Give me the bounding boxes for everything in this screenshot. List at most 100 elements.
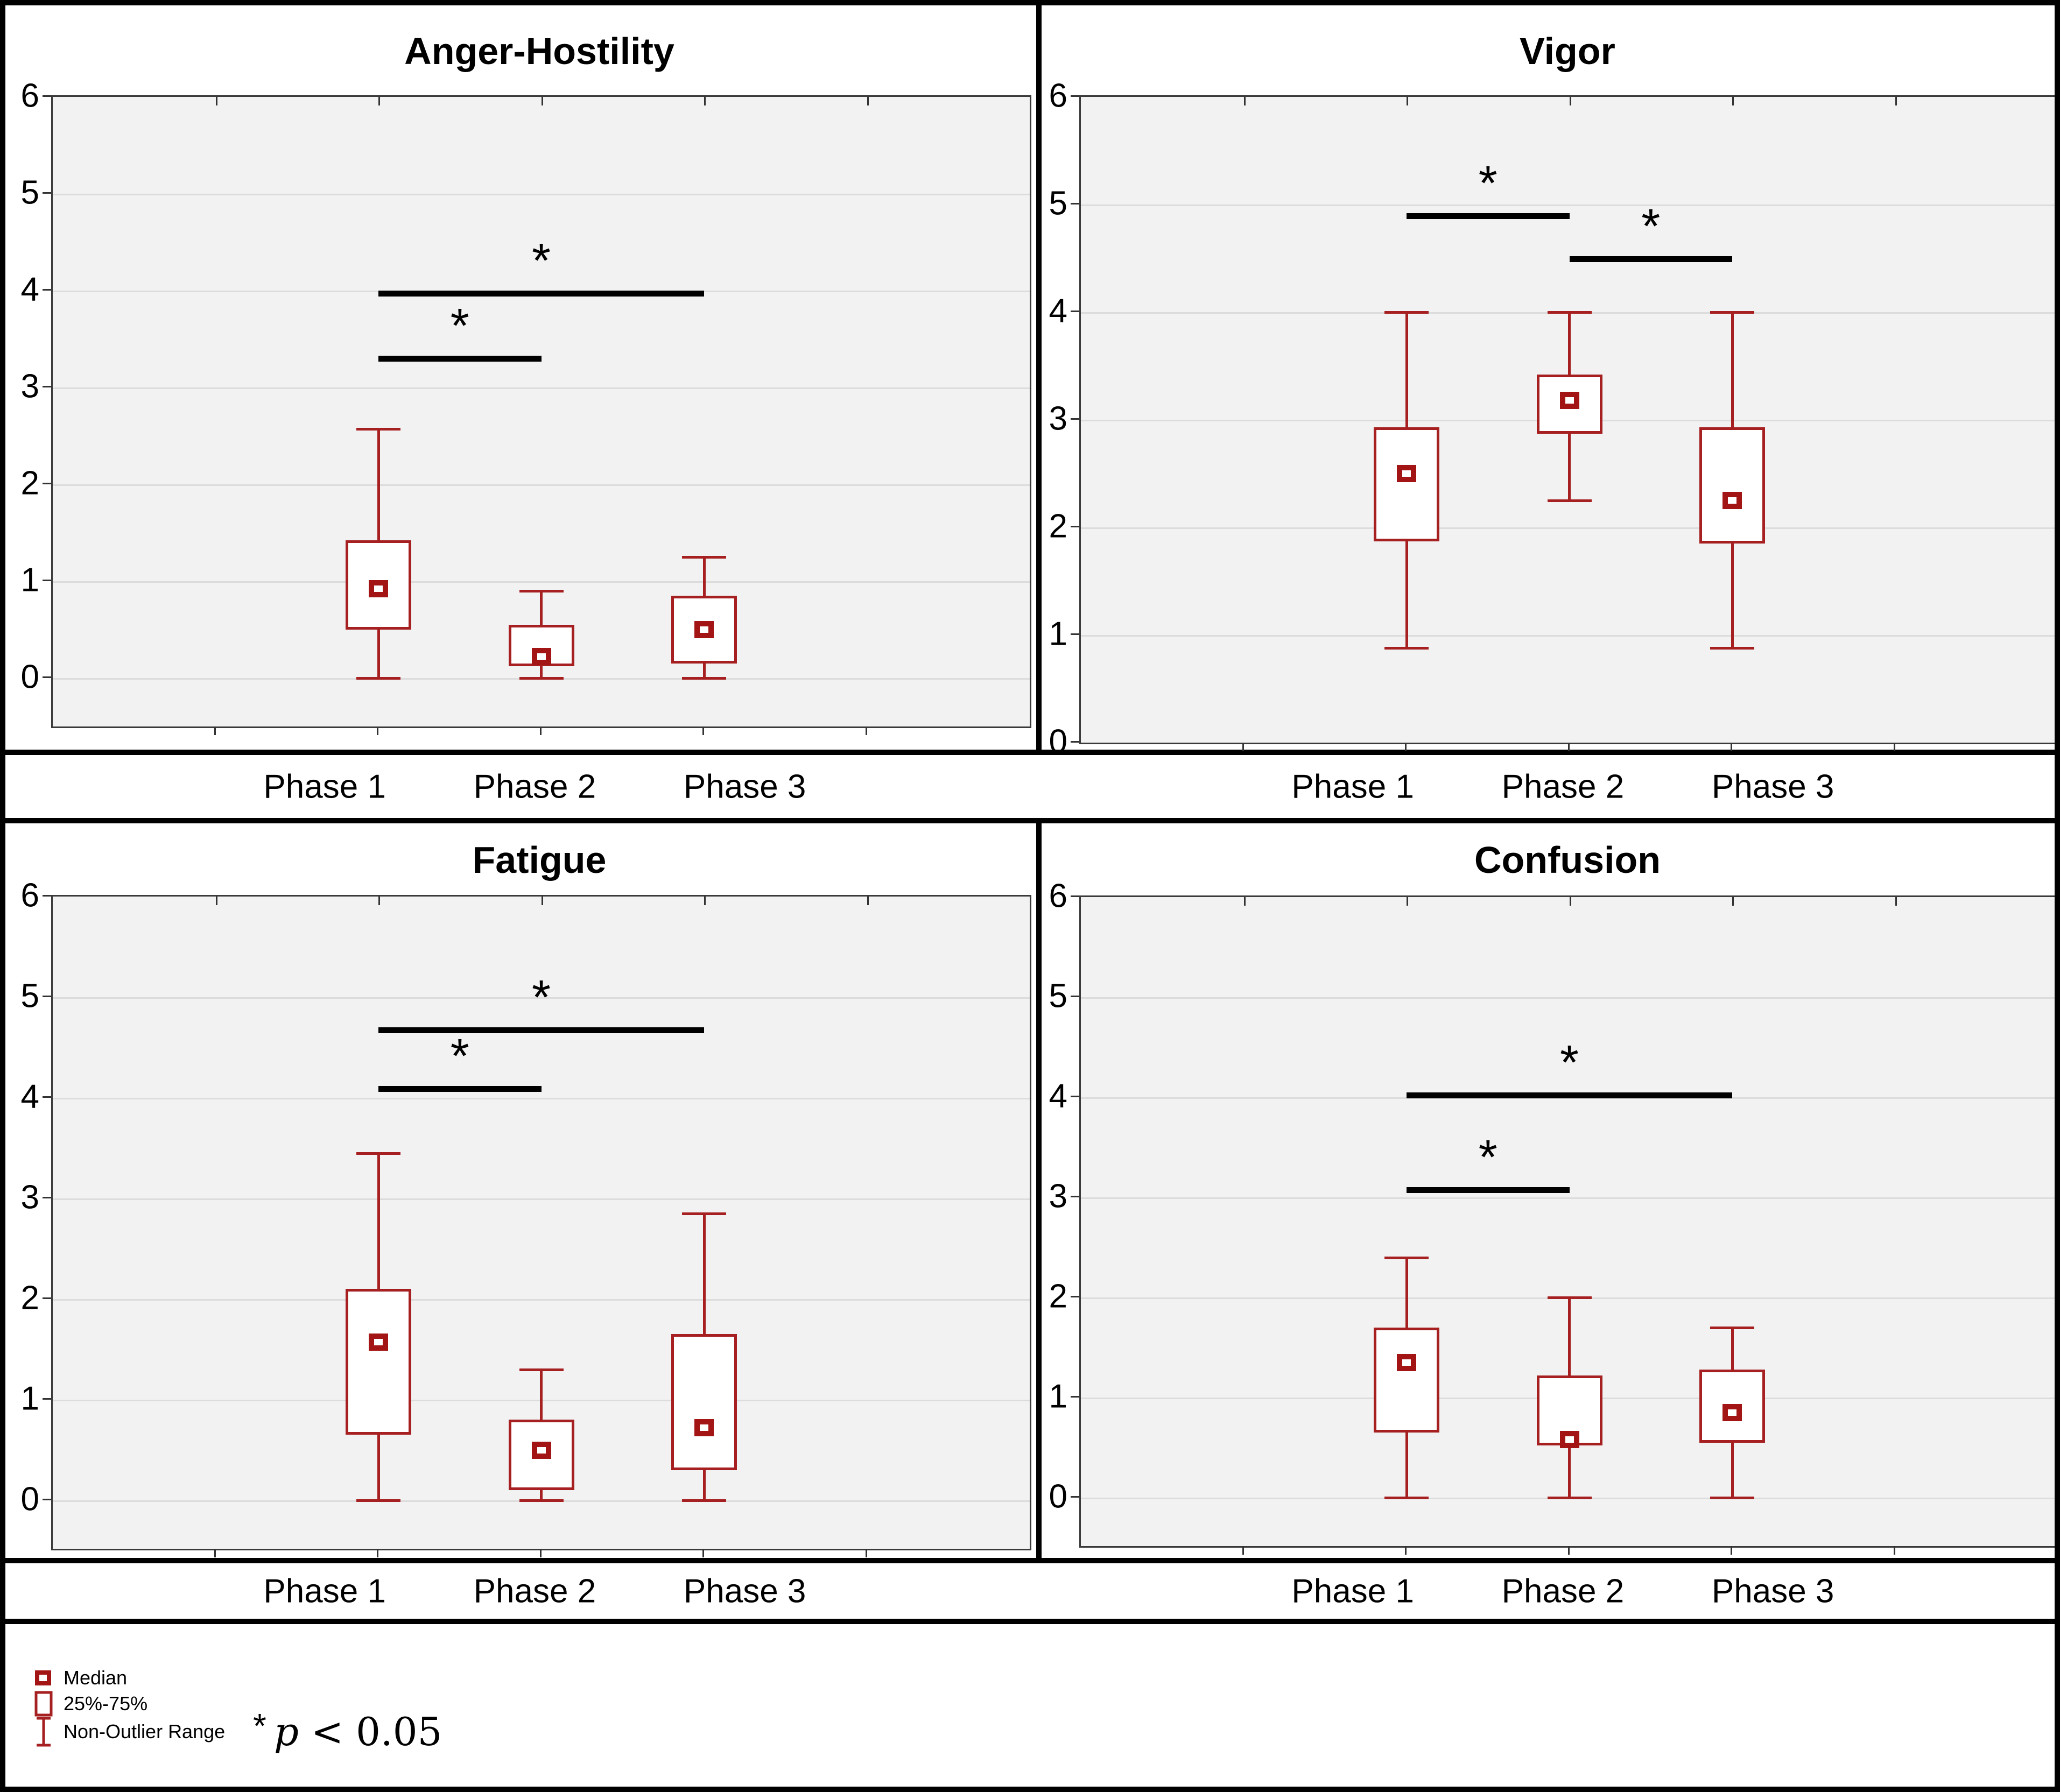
median-marker bbox=[1397, 465, 1416, 482]
gridline bbox=[1081, 635, 2055, 637]
y-axis-tick bbox=[1071, 633, 1079, 635]
whisker-range-icon bbox=[37, 1717, 51, 1747]
y-tick-label: 2 bbox=[1049, 507, 1067, 545]
median-marker bbox=[694, 621, 714, 638]
phase-label-bottom-left-2: Phase 2 bbox=[473, 1572, 596, 1610]
x-axis-tick-top bbox=[867, 97, 869, 105]
x-axis-tick-bottom bbox=[1893, 1546, 1895, 1555]
y-tick-label: 3 bbox=[20, 368, 39, 405]
phase-label-bottom-right-2: Phase 2 bbox=[1501, 1572, 1625, 1610]
x-axis-tick-bottom bbox=[1731, 743, 1732, 751]
y-tick-label: 0 bbox=[1049, 1478, 1067, 1515]
significance-bar bbox=[1569, 256, 1732, 262]
x-axis-tick-bottom bbox=[1405, 1546, 1407, 1555]
whisker-cap-bottom bbox=[1384, 647, 1429, 650]
significance-star: * bbox=[531, 971, 551, 1025]
iqr-box bbox=[1699, 427, 1765, 544]
x-axis-tick-top bbox=[704, 897, 706, 905]
x-axis-tick-top bbox=[1732, 897, 1734, 906]
x-axis-tick-top bbox=[215, 97, 217, 105]
significance-star: * bbox=[531, 234, 551, 288]
y-axis-tick bbox=[1071, 1296, 1079, 1297]
legend-label-non-outlier-range: Non-Outlier Range bbox=[64, 1720, 226, 1742]
y-tick-label: 4 bbox=[1049, 1077, 1067, 1115]
x-axis-tick-top bbox=[215, 897, 217, 905]
x-axis-tick-bottom bbox=[1893, 743, 1895, 751]
x-axis-tick-top bbox=[378, 897, 380, 905]
y-axis-tick bbox=[43, 289, 51, 291]
whisker-cap-bottom bbox=[1384, 1497, 1429, 1499]
plot-area-anger-hostility: * * bbox=[51, 95, 1031, 728]
legend: Median 25%-75% Non-Outlier Range * p < 0.… bbox=[27, 1641, 781, 1776]
median-marker bbox=[1559, 392, 1579, 409]
phase-label-top-right-2: Phase 2 bbox=[1501, 768, 1625, 806]
y-axis-tick bbox=[43, 1398, 51, 1400]
x-axis-tick-bottom bbox=[702, 1549, 704, 1557]
whisker-cap-bottom bbox=[1547, 1497, 1592, 1499]
iqr-box-icon bbox=[34, 1691, 53, 1717]
significance-note-threshold: < 0.05 bbox=[311, 1709, 442, 1754]
plot-area-vigor: * * bbox=[1079, 95, 2055, 744]
y-axis-tick bbox=[43, 895, 51, 897]
significance-star: * bbox=[450, 1029, 469, 1083]
top-label-band-top-border bbox=[5, 750, 2055, 755]
phase-label-bottom-left-1: Phase 1 bbox=[263, 1572, 386, 1610]
y-axis-tick bbox=[1071, 741, 1079, 743]
whisker-cap-top bbox=[682, 556, 726, 559]
gridline bbox=[53, 1098, 1030, 1099]
significance-bar bbox=[1407, 1092, 1732, 1098]
phase-label-bottom-right-3: Phase 3 bbox=[1711, 1572, 1834, 1610]
y-axis-tick bbox=[1071, 203, 1079, 204]
gridline bbox=[1081, 997, 2055, 999]
y-tick-label: 4 bbox=[20, 1078, 39, 1116]
gridline bbox=[53, 997, 1030, 999]
whisker-cap-top bbox=[519, 590, 564, 592]
y-tick-label: 6 bbox=[20, 877, 39, 914]
x-axis-tick-bottom bbox=[865, 726, 867, 735]
legend-item-median: Median bbox=[32, 1665, 127, 1691]
y-tick-label: 6 bbox=[1049, 877, 1067, 915]
significance-bar bbox=[1407, 1187, 1570, 1194]
gridline bbox=[1081, 204, 2055, 206]
whisker-cap-bottom bbox=[1710, 1497, 1754, 1499]
y-axis-tick bbox=[1071, 526, 1079, 527]
significance-note: * p < 0.05 bbox=[253, 1706, 442, 1754]
phase-label-top-left-1: Phase 1 bbox=[263, 768, 386, 806]
median-marker bbox=[531, 1441, 551, 1459]
whisker-cap-bottom bbox=[1710, 647, 1754, 650]
y-tick-label: 1 bbox=[1049, 1378, 1067, 1415]
median-marker-icon bbox=[35, 1670, 51, 1685]
whisker-cap-top bbox=[682, 1212, 726, 1216]
x-axis-tick-bottom bbox=[214, 1549, 216, 1557]
y-tick-label: 4 bbox=[1049, 292, 1067, 330]
phase-label-bottom-left-3: Phase 3 bbox=[683, 1572, 806, 1610]
y-axis-tick bbox=[1071, 996, 1079, 997]
y-axis-tick bbox=[43, 580, 51, 581]
y-tick-label: 0 bbox=[20, 1480, 39, 1518]
whisker-cap-top bbox=[356, 1152, 400, 1155]
x-axis-tick-bottom bbox=[702, 726, 704, 735]
panel-title-fatigue: Fatigue bbox=[472, 839, 607, 881]
whisker-cap-bottom bbox=[682, 1499, 726, 1502]
whisker-cap-bottom bbox=[1547, 499, 1592, 502]
x-axis-tick-top bbox=[541, 897, 543, 905]
bottom-label-band-top-border bbox=[5, 1558, 2055, 1563]
x-axis-tick-bottom bbox=[1242, 743, 1244, 751]
y-tick-label: 3 bbox=[20, 1179, 39, 1216]
whisker-cap-bottom bbox=[356, 1499, 400, 1502]
y-axis-tick bbox=[43, 483, 51, 484]
y-tick-label: 3 bbox=[1049, 1177, 1067, 1215]
x-axis-tick-top bbox=[1569, 97, 1571, 105]
whisker-cap-top bbox=[1547, 1296, 1592, 1299]
plot-area-fatigue: * * bbox=[51, 895, 1031, 1550]
x-axis-tick-bottom bbox=[539, 726, 542, 735]
top-label-band-bottom-border bbox=[5, 818, 2055, 823]
whisker-cap-bottom bbox=[519, 677, 564, 680]
phase-label-bottom-right-1: Phase 1 bbox=[1291, 1572, 1414, 1610]
median-marker bbox=[1722, 1403, 1742, 1421]
y-axis-tick bbox=[1071, 95, 1079, 97]
y-axis-tick bbox=[43, 676, 51, 678]
significance-star: * bbox=[450, 299, 469, 353]
y-axis-tick bbox=[43, 1499, 51, 1500]
